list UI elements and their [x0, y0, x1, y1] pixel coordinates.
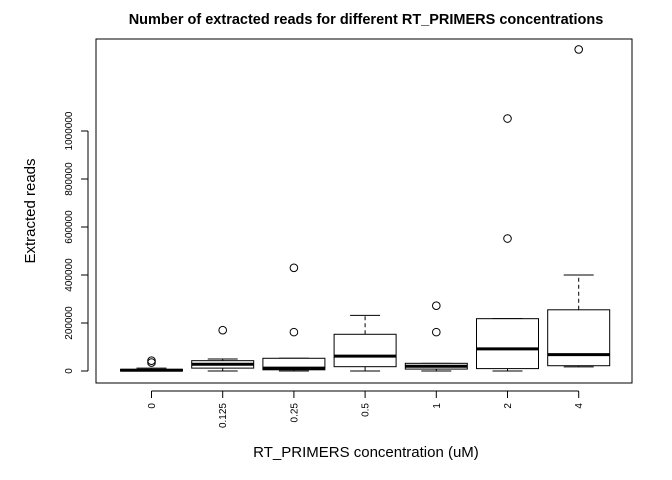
outlier-point	[503, 234, 512, 243]
outlier-point	[432, 327, 441, 337]
box-iqr	[547, 309, 611, 367]
outlier-point	[574, 45, 584, 54]
boxes	[120, 45, 611, 372]
outlier-point	[503, 114, 512, 123]
box-0	[120, 356, 183, 372]
y-tick-label: 400000	[64, 258, 75, 292]
x-axis-label: RT_PRIMERS concentration (uM)	[253, 444, 479, 461]
outlier-point	[147, 356, 156, 365]
box-0.125	[191, 325, 255, 372]
outlier-point	[289, 263, 299, 273]
y-tick-label: 1000000	[64, 111, 75, 150]
y-axis-label: Extracted reads	[22, 158, 39, 263]
x-tick-label: 2	[503, 403, 514, 409]
box-0.25	[262, 263, 326, 372]
chart-title: Number of extracted reads for different …	[129, 12, 604, 28]
box-iqr	[262, 357, 326, 371]
outlier-point	[289, 327, 299, 337]
x-tick-label: 0.125	[218, 403, 229, 428]
y-tick-label: 200000	[64, 306, 75, 340]
box-iqr	[333, 333, 397, 368]
outlier-point	[432, 301, 441, 311]
box-4	[547, 45, 611, 368]
box-iqr	[476, 318, 539, 370]
x-tick-label: 0.5	[361, 403, 372, 417]
outlier-point	[218, 325, 227, 335]
x-tick-label: 1	[432, 403, 443, 409]
x-tick-label: 4	[574, 403, 585, 409]
plot-frame	[95, 38, 633, 384]
x-axis: 0 0.125 0.25 0.5 1 2 4	[147, 390, 585, 428]
x-tick-label: 0.25	[289, 403, 300, 423]
box-2	[476, 114, 539, 372]
box-0.5	[333, 314, 397, 372]
y-tick-label: 0	[64, 368, 75, 374]
y-tick-label: 600000	[64, 210, 75, 244]
y-tick-label: 800000	[64, 162, 75, 196]
x-tick-label: 0	[147, 403, 158, 409]
outlier-point	[147, 358, 156, 367]
box-1	[404, 301, 468, 372]
y-axis: 0 200000 400000 600000 800000 1000000	[64, 111, 89, 374]
